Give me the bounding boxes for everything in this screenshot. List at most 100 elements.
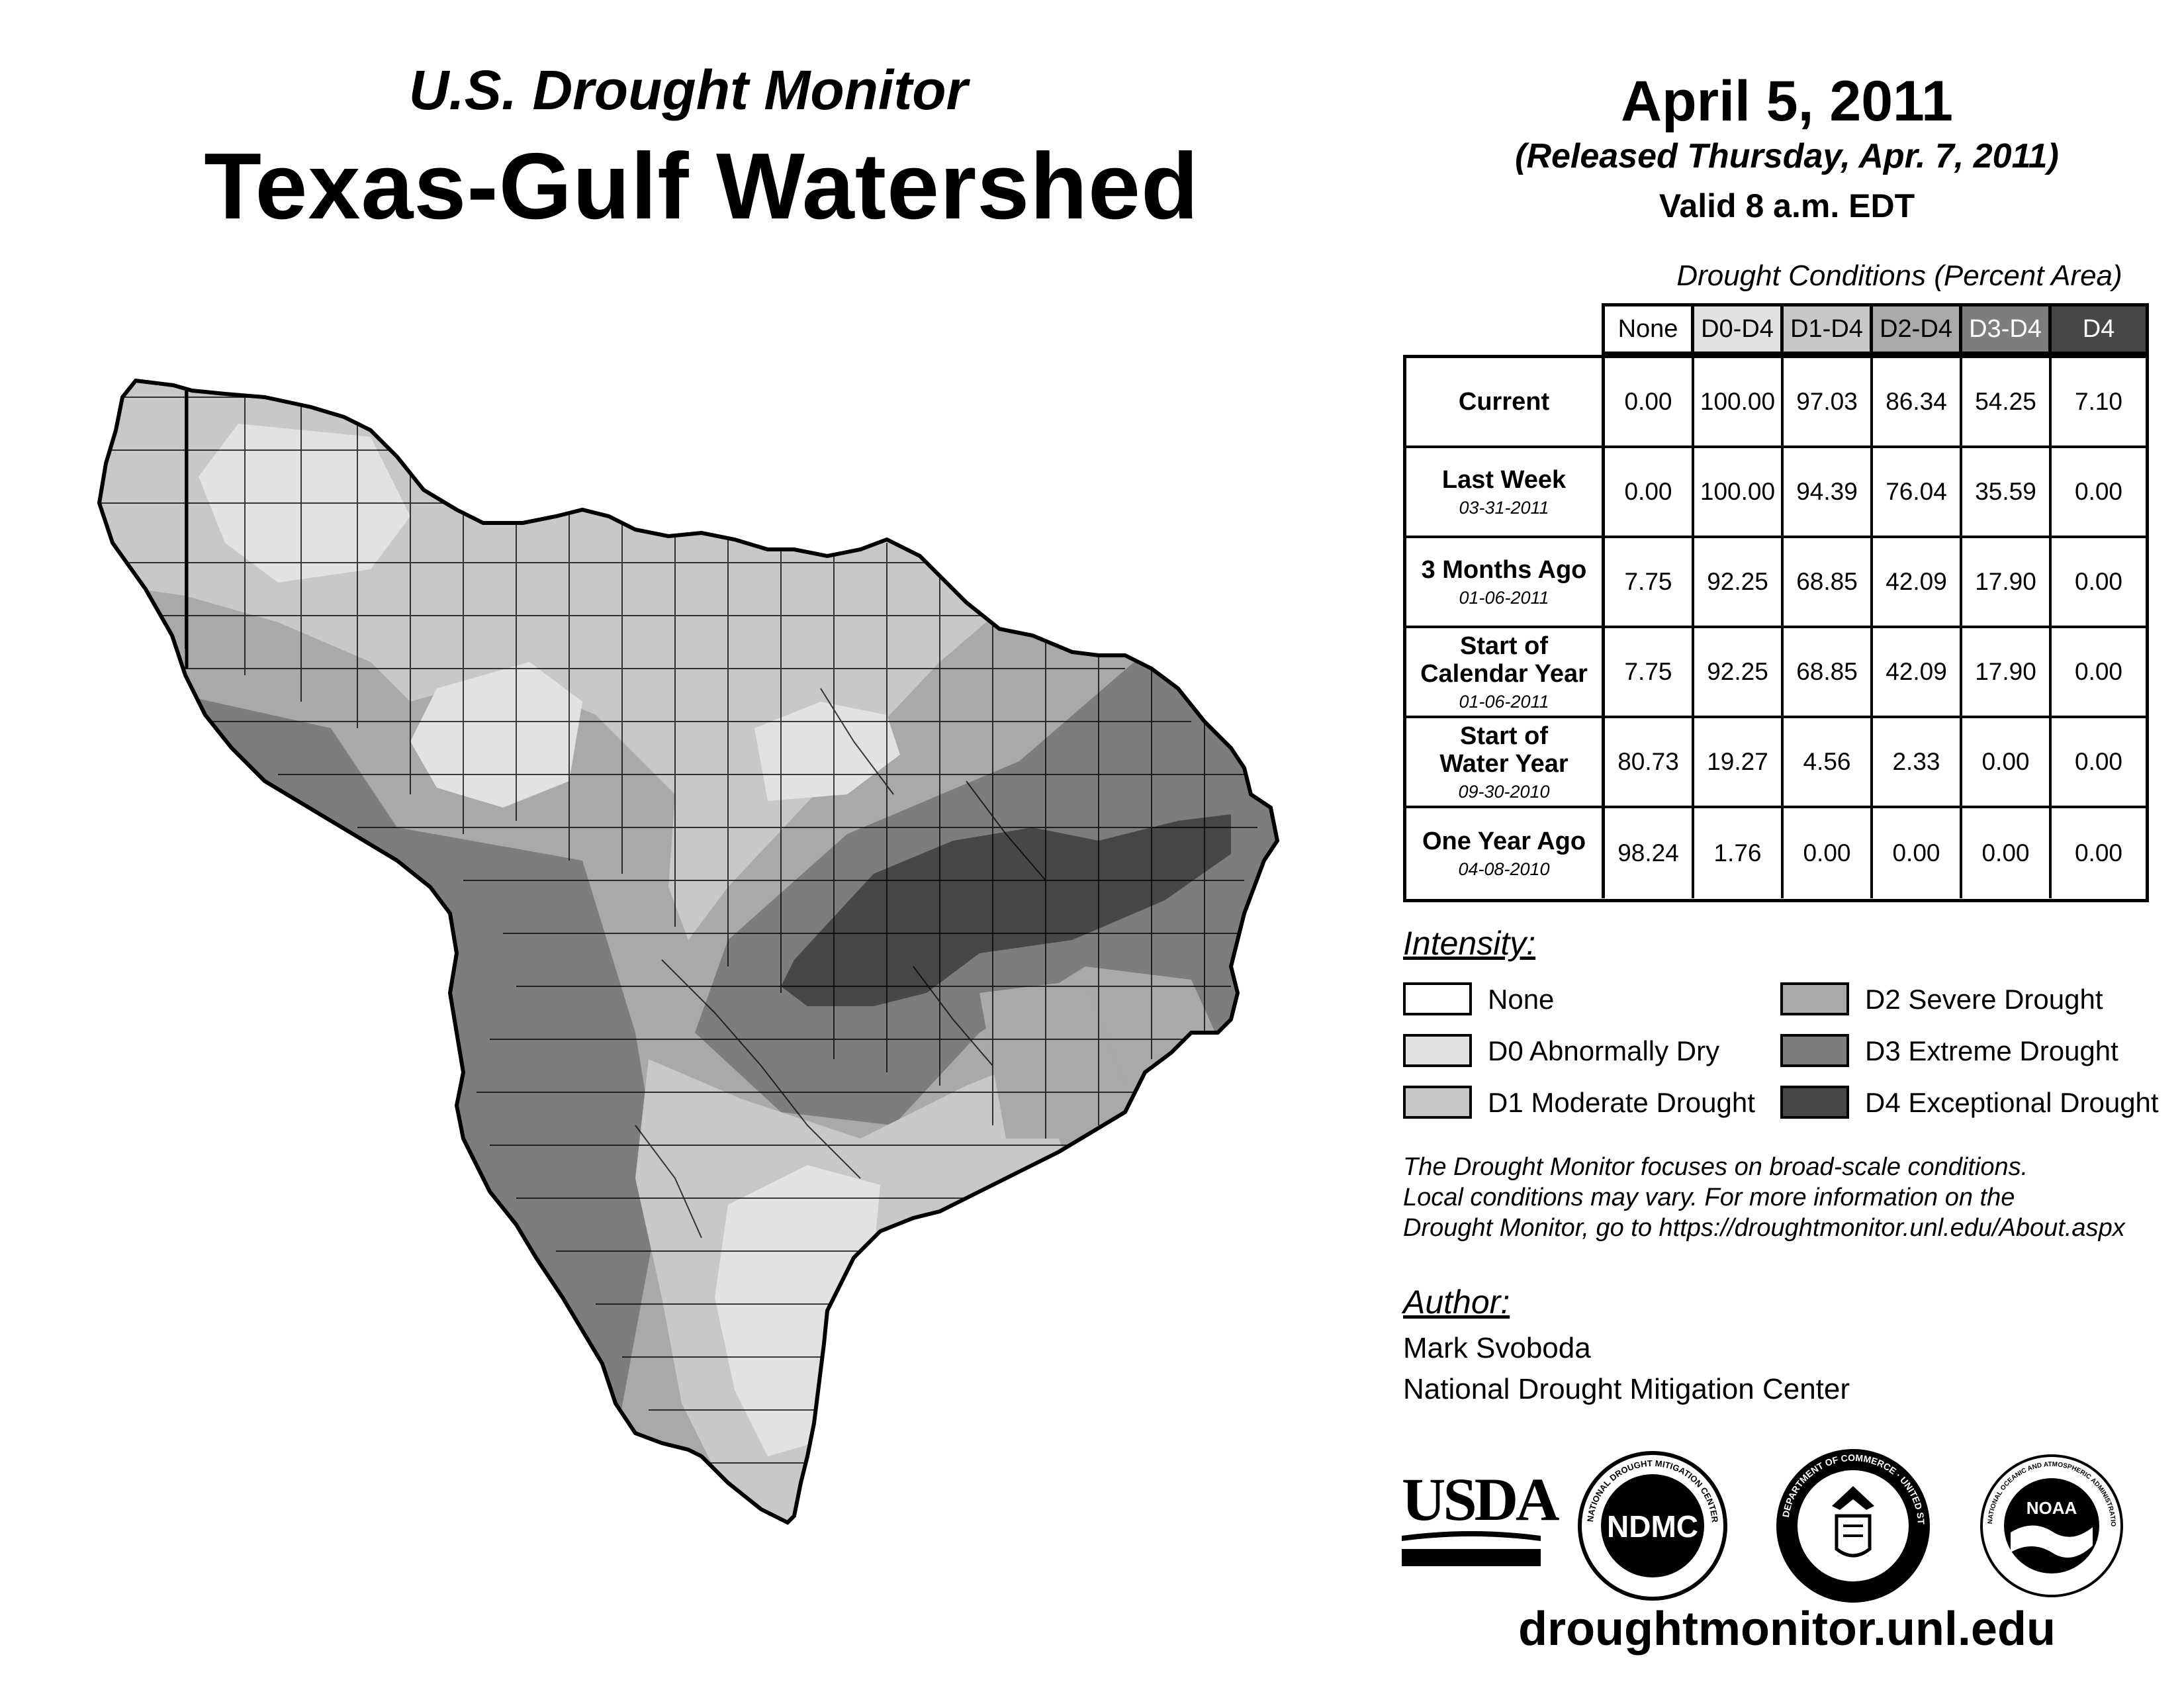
d2-severe-coast: [979, 980, 1125, 1139]
table-cell: 80.73: [1605, 718, 1694, 808]
row-label: 3 Months Ago 01-06-2011: [1406, 538, 1605, 628]
table-cell: 92.25: [1694, 538, 1784, 628]
row-label-text: Last Week: [1441, 465, 1567, 494]
intensity-heading: Intensity:: [1403, 925, 1536, 962]
table-cell: 97.03: [1784, 358, 1873, 448]
legend-label: D3 Extreme Drought: [1865, 1035, 2118, 1066]
row-label: Start of Calendar Year 01-06-2011: [1406, 628, 1605, 718]
legend-swatch: [1403, 982, 1472, 1015]
table-cell: 7.75: [1605, 538, 1694, 628]
col-header-d4: D4: [2048, 303, 2149, 355]
table-cell: 94.39: [1784, 448, 1873, 538]
table-cell: 0.00: [1873, 808, 1962, 898]
legend-swatch: [1403, 1086, 1472, 1119]
usda-logo-text: USDA: [1402, 1466, 1559, 1533]
table-cell: 0.00: [1605, 448, 1694, 538]
row-label: Last Week 03-31-2011: [1406, 448, 1605, 538]
row-label-text: Current: [1458, 388, 1550, 416]
d0-dry-west: [410, 662, 582, 808]
table-cell: 17.90: [1962, 628, 2052, 718]
watershed-outline: [97, 378, 1280, 1525]
table-cell: 0.00: [2052, 448, 2146, 538]
legend-swatch: [1780, 1034, 1849, 1067]
release-date: (Released Thursday, Apr. 7, 2011): [1515, 137, 2059, 175]
row-date: 03-31-2011: [1459, 497, 1549, 518]
col-header-d1-d4: D1-D4: [1780, 303, 1873, 355]
noaa-logo-text: NOAA: [2026, 1498, 2077, 1518]
table-cell: 35.59: [1962, 448, 2052, 538]
row-label: Current: [1406, 358, 1605, 448]
legend-label: D4 Exceptional Drought: [1865, 1087, 2159, 1118]
author-org: National Drought Mitigation Center: [1403, 1373, 1850, 1405]
table-cell: 7.75: [1605, 628, 1694, 718]
d4-exceptional-area: [781, 814, 1231, 1006]
table-cell: 100.00: [1694, 448, 1784, 538]
col-header-d0-d4: D0-D4: [1691, 303, 1784, 355]
table-cell: 86.34: [1873, 358, 1962, 448]
table-cell: 0.00: [1962, 718, 2052, 808]
table-cell: 92.25: [1694, 628, 1784, 718]
table-cell: 76.04: [1873, 448, 1962, 538]
table-cell: 19.27: [1694, 718, 1784, 808]
note-line-3: Drought Monitor, go to https://droughtmo…: [1403, 1214, 2125, 1242]
col-header-none: None: [1602, 303, 1694, 355]
watershed-map: [97, 378, 1280, 1525]
table-cell: 42.09: [1873, 538, 1962, 628]
row-label-text: 3 Months Ago: [1421, 555, 1587, 584]
row-label-text: Start of Water Year: [1439, 722, 1569, 778]
ndmc-logo-text: NDMC: [1607, 1509, 1698, 1544]
row-label-text: One Year Ago: [1422, 827, 1586, 855]
author-name: Mark Svoboda: [1403, 1332, 1591, 1364]
col-header-d2-d4: D2-D4: [1870, 303, 1962, 355]
d0-dry-south: [715, 1165, 880, 1456]
legend-label: None: [1488, 984, 1555, 1015]
legend-label: D2 Severe Drought: [1865, 984, 2103, 1015]
table-cell: 4.56: [1784, 718, 1873, 808]
table-cell: 0.00: [1605, 358, 1694, 448]
table-cell: 7.10: [2052, 358, 2146, 448]
row-date: 01-06-2011: [1459, 691, 1549, 712]
row-label-text: Start of Calendar Year: [1420, 632, 1588, 688]
valid-time: Valid 8 a.m. EDT: [1659, 187, 1915, 224]
table-cell: 0.00: [2052, 628, 2146, 718]
col-header-d3-d4: D3-D4: [1959, 303, 2052, 355]
commerce-seal: DEPARTMENT OF COMMERCE · UNITED STATES O…: [1774, 1446, 1930, 1603]
map-date: April 5, 2011: [1621, 70, 1953, 133]
table-cell: 17.90: [1962, 538, 2052, 628]
table-cell: 68.85: [1784, 628, 1873, 718]
legend-swatch: [1780, 1086, 1849, 1119]
table-cell: 0.00: [2052, 538, 2146, 628]
row-label: Start of Water Year 09-30-2010: [1406, 718, 1605, 808]
table-cell: 1.76: [1694, 808, 1784, 898]
table-cell: 68.85: [1784, 538, 1873, 628]
ndmc-logo: NDMC NATIONAL DROUGHT MITIGATION CENTER …: [1576, 1450, 1727, 1601]
monitor-subtitle: U.S. Drought Monitor: [408, 59, 968, 121]
map-title: Texas-Gulf Watershed: [204, 134, 1199, 239]
table-cell: 2.33: [1873, 718, 1962, 808]
note-line-2: Local conditions may vary. For more info…: [1403, 1184, 2015, 1211]
table-cell: 54.25: [1962, 358, 2052, 448]
county-boundaries: [99, 381, 1257, 1464]
noaa-logo: NOAA NATIONAL OCEANIC AND ATMOSPHERIC AD…: [1979, 1453, 2123, 1597]
legend-swatch: [1780, 982, 1849, 1015]
legend-swatch: [1403, 1034, 1472, 1067]
table-cell: 0.00: [1784, 808, 1873, 898]
note-line-1: The Drought Monitor focuses on broad-sca…: [1403, 1153, 2028, 1181]
table-cell: 98.24: [1605, 808, 1694, 898]
table-body: Current 0.00 100.00 97.03 86.34 54.25 7.10 Last…: [1403, 355, 2149, 902]
author-heading: Author:: [1403, 1284, 1510, 1321]
row-label: One Year Ago 04-08-2010: [1406, 808, 1605, 898]
table-caption: Drought Conditions (Percent Area): [1676, 259, 2122, 292]
d0-dry-central: [754, 702, 900, 801]
table-cell: 42.09: [1873, 628, 1962, 718]
table-cell: 0.00: [2074, 839, 2122, 867]
usda-logo-mark: [1402, 1531, 1541, 1566]
table-cell: 100.00: [1694, 358, 1784, 448]
website-link[interactable]: droughtmonitor.unl.edu: [1518, 1603, 2056, 1656]
legend-label: D0 Abnormally Dry: [1488, 1035, 1720, 1066]
disclaimer-note: The Drought Monitor focuses on broad-sca…: [1403, 1152, 2184, 1243]
row-date: 04-08-2010: [1458, 859, 1550, 879]
legend-label: D1 Moderate Drought: [1488, 1087, 1755, 1118]
row-date: 01-06-2011: [1459, 587, 1549, 608]
table-cell: 0.00: [2052, 718, 2146, 808]
